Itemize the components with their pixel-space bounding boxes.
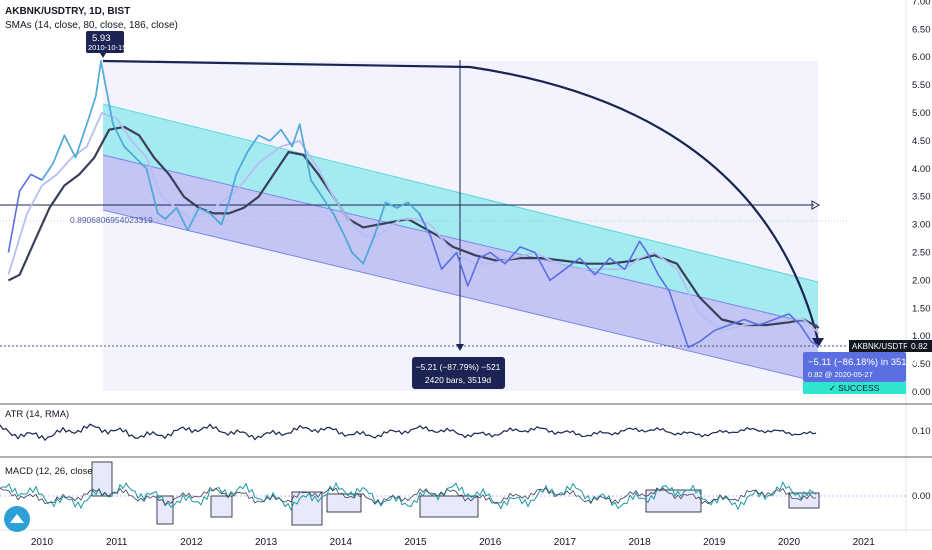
x-tick-label: 2013	[255, 537, 278, 548]
atr-tick: 0.10	[912, 426, 931, 437]
forecast-arc	[102, 59, 820, 341]
price-badge-symbol: AKBNK/USDTRY	[852, 342, 915, 351]
success-badge	[803, 382, 906, 394]
y-tick-label: 5.50	[912, 80, 931, 91]
series-layer	[7, 60, 820, 349]
x-tick-label: 2016	[479, 537, 502, 548]
x-tick-label: 2011	[106, 537, 128, 548]
x-tick-label: 2021	[853, 537, 876, 548]
logo-mark-icon	[10, 514, 24, 523]
x-tick-label: 2015	[404, 537, 427, 548]
y-tick-label: 0.50	[912, 359, 931, 370]
measure-line-1: −5.21 (−87.79%) −521	[416, 362, 501, 372]
peak-date: 2010-10-15	[88, 43, 126, 52]
x-tick-label: 2017	[554, 537, 577, 548]
series-price-highlight	[41, 61, 420, 265]
macd-line	[0, 480, 817, 512]
x-tick-label: 2010	[31, 537, 54, 548]
y-tick-label: 3.50	[912, 192, 931, 203]
chart-title: AKBNK/USDTRY, 1D, BIST	[5, 6, 130, 17]
macd-label: MACD (12, 26, close, 9)	[5, 466, 106, 477]
x-tick-label: 2018	[628, 537, 651, 548]
atr-label: ATR (14, RMA)	[5, 409, 69, 420]
measure-line-2: 2420 bars, 3519d	[425, 375, 491, 385]
series-sma-fast	[7, 112, 820, 335]
price-badge: AKBNK/USDTRY 0.82	[849, 340, 932, 352]
y-tick-label: 6.00	[912, 52, 931, 63]
macd-signal-line	[0, 486, 816, 506]
x-tick-label: 2020	[778, 537, 801, 548]
y-tick-label: 4.50	[912, 136, 931, 147]
x-tick-label: 2012	[180, 537, 203, 548]
y-tick-label: 5.00	[912, 108, 931, 119]
y-tick-label: 3.00	[912, 220, 931, 231]
macd-tick: 0.00	[912, 491, 931, 502]
y-tick-label: 1.50	[912, 303, 931, 314]
target-line-1: −5.11 (−86.18%) in 3512d	[808, 357, 917, 368]
price-badge-value: 0.82	[911, 341, 928, 351]
peak-label: 5.93 2010-10-15	[86, 31, 126, 58]
macd-boxes	[91, 461, 820, 526]
ref-value-label: 0.8906806954023319	[70, 215, 153, 225]
y-tick-label: 4.00	[912, 164, 931, 175]
y-tick-label: 1.00	[912, 331, 931, 342]
tradingview-logo[interactable]	[4, 506, 30, 532]
peak-value: 5.93	[92, 33, 111, 44]
y-tick-label: 7.00	[912, 0, 931, 7]
arc-arrowhead	[812, 338, 824, 348]
x-axis: 2010 2011 2012 2013 2014 2015 2016 2017 2018 2019…	[31, 537, 875, 548]
x-tick-label: 2014	[330, 537, 353, 548]
y-tick-label: 6.50	[912, 24, 931, 35]
target-box: −5.11 (−86.18%) in 3512d 0.82 @ 2020-05-…	[803, 352, 917, 394]
ray-arrow	[811, 200, 821, 210]
target-line-2: 0.82 @ 2020-05-27	[808, 370, 873, 379]
y-tick-label: 2.50	[912, 248, 931, 259]
y-tick-label: 0.00	[912, 387, 931, 398]
measure-box: −5.21 (−87.79%) −521 2420 bars, 3519d	[412, 357, 505, 389]
success-text: ✓ SUCCESS	[829, 383, 880, 393]
y-axis: 0.00 0.50 1.00 1.50 2.00 2.50 3.00 3.50 4.00 4.50…	[912, 0, 931, 398]
atr-line	[0, 423, 817, 442]
indicator-label: SMAs (14, close, 80, close, 186, close)	[5, 20, 178, 31]
y-tick-label: 2.00	[912, 275, 931, 286]
x-tick-label: 2019	[703, 537, 726, 548]
